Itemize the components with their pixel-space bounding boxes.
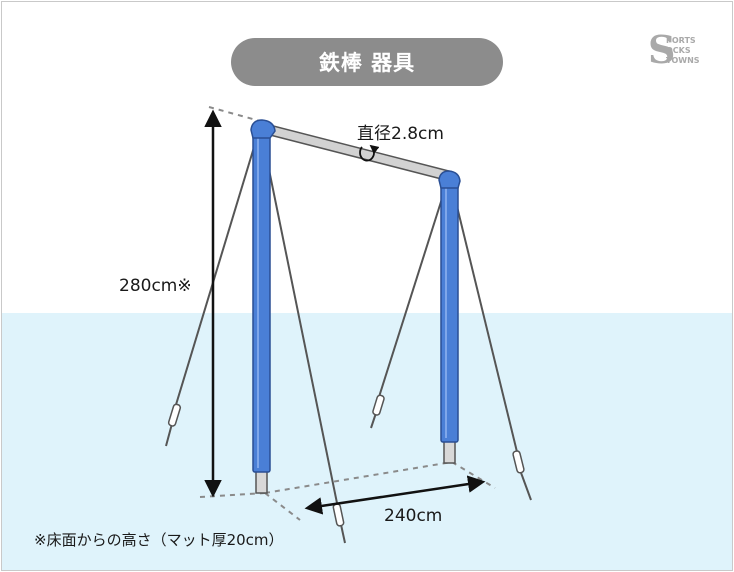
left-post-cap <box>250 119 276 139</box>
page-title: 鉄棒 器具 <box>231 38 503 86</box>
logo-line-1: PORTS <box>666 36 696 45</box>
logo-line-2: OCKS <box>666 46 691 55</box>
floor-background <box>1 313 732 570</box>
turnbuckle <box>512 450 525 474</box>
height-label: 280cm※ <box>119 276 192 296</box>
logo-icon: S PORTS OCKS TOWNS <box>648 30 710 74</box>
right-post-cap <box>438 170 461 189</box>
turnbuckle <box>372 394 385 416</box>
logo-line-3: TOWNS <box>666 56 700 65</box>
right-post <box>440 174 459 464</box>
turnbuckle <box>167 403 182 427</box>
logo-letter: S <box>648 27 676 72</box>
rotation-arrow-icon <box>359 144 380 162</box>
diameter-label: 直径2.8cm <box>357 124 444 144</box>
footnote: ※床面からの高さ（マット厚20cm） <box>34 531 284 549</box>
width-label: 240cm <box>384 506 443 526</box>
horizontal-bar <box>256 122 455 182</box>
width-dimension-arrow <box>304 475 486 515</box>
